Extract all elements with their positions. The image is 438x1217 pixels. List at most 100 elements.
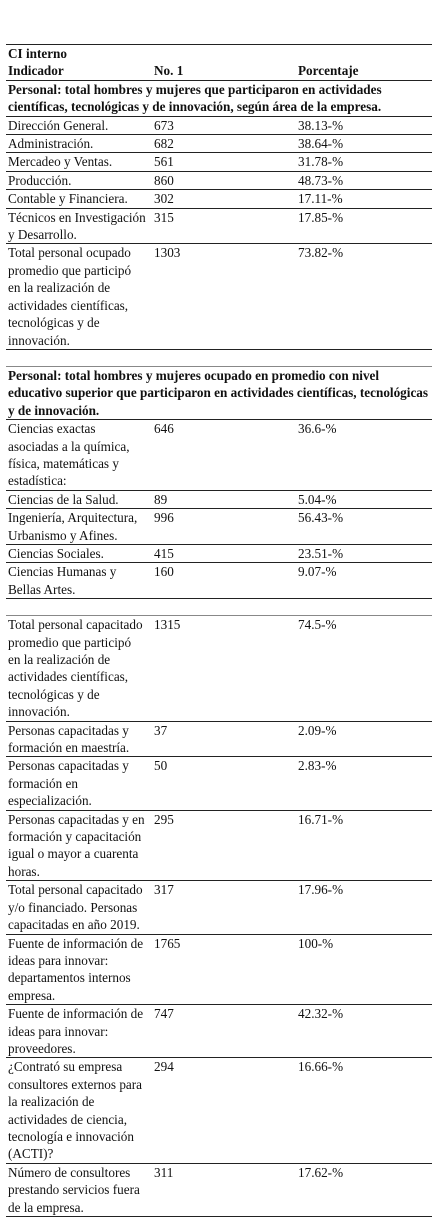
data-row: Técnicos en Investigación y Desarrollo. 3…	[6, 208, 432, 245]
section-heading: Personal: total hombres y mujeres ocupad…	[6, 366, 432, 421]
indicator-cell: Número de consultores prestando servicio…	[6, 1163, 148, 1217]
indicator-cell: Personas capacitadas y en formación y ca…	[6, 810, 148, 882]
percent-cell: 56.43-%	[290, 508, 432, 545]
indicator-cell: Producción.	[6, 171, 148, 191]
number-cell: 1315	[148, 615, 290, 722]
data-row: Dirección General. 673 38.13-%	[6, 116, 432, 136]
number-cell: 1765	[148, 934, 290, 1006]
spacer-cell	[6, 598, 432, 617]
section-row: Personal: total hombres y mujeres ocupad…	[6, 366, 432, 421]
data-row: Ciencias de la Salud. 89 5.04-%	[6, 490, 432, 510]
percent-cell: 38.13-%	[290, 116, 432, 136]
number-cell: 860	[148, 171, 290, 191]
data-row: Administración. 682 38.64-%	[6, 134, 432, 154]
number-cell: 294	[148, 1057, 290, 1164]
number-cell: 160	[148, 562, 290, 600]
data-row: ¿Contrató su empresa consultores externo…	[6, 1057, 432, 1164]
spacer-row	[6, 349, 432, 367]
percent-cell: 36.6-%	[290, 419, 432, 491]
data-row: Total personal ocupado promedio que part…	[6, 243, 432, 350]
indicator-cell: Mercadeo y Ventas.	[6, 152, 148, 172]
indicator-cell: ¿Contrató su empresa consultores externo…	[6, 1057, 148, 1164]
data-row: Fuente de información de ideas para inno…	[6, 1004, 432, 1059]
percent-cell: 16.66-%	[290, 1057, 432, 1164]
number-cell: 302	[148, 189, 290, 209]
header-cell: Indicador	[6, 62, 148, 81]
data-row: Ciencias exactas asociadas a la química,…	[6, 419, 432, 491]
data-row: Ingeniería, Arquitectura, Urbanismo y Af…	[6, 508, 432, 545]
percent-cell: 17.85-%	[290, 208, 432, 245]
percent-cell: 2.83-%	[290, 756, 432, 811]
data-row: Contable y Financiera. 302 17.11-%	[6, 189, 432, 209]
indicator-cell: Ingeniería, Arquitectura, Urbanismo y Af…	[6, 508, 148, 545]
percent-cell: 74.5-%	[290, 615, 432, 722]
data-row: Total personal capacitado promedio que p…	[6, 615, 432, 722]
percent-cell: 2.09-%	[290, 721, 432, 758]
header-cell: No. 1	[148, 62, 290, 81]
header-row: Indicador No. 1 Porcentaje	[6, 62, 432, 81]
data-row: Número de consultores prestando servicio…	[6, 1163, 432, 1217]
section-heading: Personal: total hombres y mujeres que pa…	[6, 80, 432, 117]
number-cell: 317	[148, 880, 290, 935]
number-cell: 1303	[148, 243, 290, 350]
indicator-cell: Dirección General.	[6, 116, 148, 136]
percent-cell: 42.32-%	[290, 1004, 432, 1059]
indicator-cell: Ciencias Sociales.	[6, 544, 148, 564]
spacer-cell	[6, 349, 432, 367]
indicator-cell: Personas capacitadas y formación en espe…	[6, 756, 148, 811]
number-cell: 682	[148, 134, 290, 154]
percent-cell: 17.11-%	[290, 189, 432, 209]
percent-cell: 17.62-%	[290, 1163, 432, 1217]
data-row: Personas capacitadas y formación en espe…	[6, 756, 432, 811]
header-cell: Porcentaje	[290, 62, 432, 81]
percent-cell: 100-%	[290, 934, 432, 1006]
title-row: CI interno	[6, 44, 432, 63]
percent-cell: 16.71-%	[290, 810, 432, 882]
number-cell: 646	[148, 419, 290, 491]
indicator-cell: Técnicos en Investigación y Desarrollo.	[6, 208, 148, 245]
data-table: CI interno Indicador No. 1 Porcentaje Pe…	[6, 44, 432, 1217]
number-cell: 415	[148, 544, 290, 564]
section-row: Personal: total hombres y mujeres que pa…	[6, 80, 432, 117]
indicator-cell: Ciencias de la Salud.	[6, 490, 148, 510]
data-row: Mercadeo y Ventas. 561 31.78-%	[6, 152, 432, 172]
number-cell: 311	[148, 1163, 290, 1217]
data-row: Ciencias Humanas y Bellas Artes. 160 9.07-…	[6, 562, 432, 600]
percent-cell: 5.04-%	[290, 490, 432, 510]
number-cell: 315	[148, 208, 290, 245]
table-title: CI interno	[6, 44, 432, 63]
indicator-cell: Fuente de información de ideas para inno…	[6, 1004, 148, 1059]
indicator-cell: Total personal capacitado y/o financiado…	[6, 880, 148, 935]
number-cell: 89	[148, 490, 290, 510]
indicator-cell: Ciencias Humanas y Bellas Artes.	[6, 562, 148, 600]
data-row: Producción. 860 48.73-%	[6, 171, 432, 191]
percent-cell: 31.78-%	[290, 152, 432, 172]
spacer-row	[6, 598, 432, 617]
data-row: Personas capacitadas y formación en maes…	[6, 721, 432, 758]
indicator-cell: Personas capacitadas y formación en maes…	[6, 721, 148, 758]
number-cell: 37	[148, 721, 290, 758]
indicator-cell: Fuente de información de ideas para inno…	[6, 934, 148, 1006]
data-row: Fuente de información de ideas para inno…	[6, 934, 432, 1006]
number-cell: 673	[148, 116, 290, 136]
percent-cell: 73.82-%	[290, 243, 432, 350]
indicator-cell: Contable y Financiera.	[6, 189, 148, 209]
number-cell: 50	[148, 756, 290, 811]
indicator-cell: Administración.	[6, 134, 148, 154]
percent-cell: 17.96-%	[290, 880, 432, 935]
percent-cell: 48.73-%	[290, 171, 432, 191]
number-cell: 561	[148, 152, 290, 172]
number-cell: 996	[148, 508, 290, 545]
indicator-cell: Total personal capacitado promedio que p…	[6, 615, 148, 722]
indicator-cell: Ciencias exactas asociadas a la química,…	[6, 419, 148, 491]
page: CI interno Indicador No. 1 Porcentaje Pe…	[6, 44, 432, 1217]
number-cell: 747	[148, 1004, 290, 1059]
percent-cell: 9.07-%	[290, 562, 432, 600]
data-row: Personas capacitadas y en formación y ca…	[6, 810, 432, 882]
number-cell: 295	[148, 810, 290, 882]
data-row: Ciencias Sociales. 415 23.51-%	[6, 544, 432, 564]
indicator-cell: Total personal ocupado promedio que part…	[6, 243, 148, 350]
data-row: Total personal capacitado y/o financiado…	[6, 880, 432, 935]
percent-cell: 38.64-%	[290, 134, 432, 154]
percent-cell: 23.51-%	[290, 544, 432, 564]
